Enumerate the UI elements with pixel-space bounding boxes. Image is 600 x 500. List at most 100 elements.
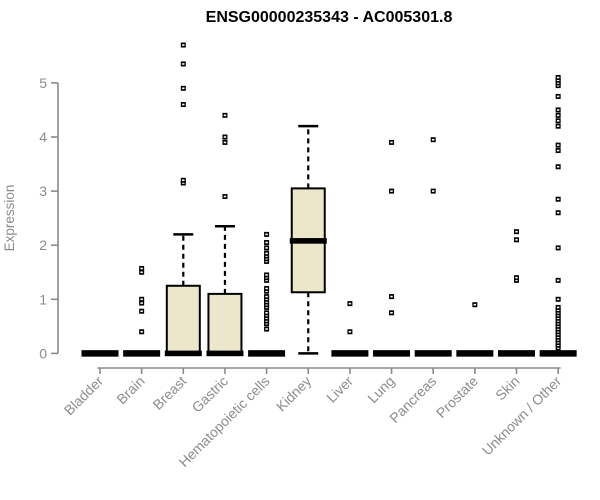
outlier-point-center: [556, 109, 560, 111]
outlier-point-center: [556, 328, 560, 330]
outlier-point-center: [556, 82, 560, 84]
outlier-point-center: [265, 303, 268, 306]
outlier-point-center: [556, 211, 560, 214]
outlier-point-center: [556, 84, 560, 87]
outlier-point-center: [556, 119, 560, 122]
outlier-point-center: [265, 257, 268, 260]
x-label-skin: Skin: [492, 373, 523, 404]
x-label-liver: Liver: [323, 373, 356, 406]
zero-bar: [498, 350, 535, 357]
outlier-point-center: [556, 325, 560, 328]
x-label-bladder: Bladder: [61, 373, 107, 419]
zero-bar: [248, 350, 286, 357]
outlier-point-center: [182, 87, 185, 90]
outlier-point-center: [265, 233, 268, 236]
x-label-breast: Breast: [149, 373, 189, 413]
box-group-lung: [373, 139, 411, 357]
zero-bar: [123, 350, 161, 357]
outlier-point-center: [140, 271, 143, 274]
outlier-point-center: [556, 76, 560, 79]
outlier-point-center: [556, 247, 560, 249]
outlier-point-center: [556, 320, 560, 322]
outlier-point-center: [556, 336, 560, 338]
outlier-point-center: [265, 317, 268, 320]
outlier-point-center: [265, 260, 268, 263]
outlier-point-center: [182, 63, 185, 65]
outlier-point-center: [265, 290, 268, 292]
y-tick-label: 5: [39, 75, 47, 91]
outlier-point-center: [348, 330, 352, 333]
y-tick-label: 4: [39, 129, 47, 145]
box-group-prostate: [456, 302, 494, 357]
outlier-point-center: [223, 114, 227, 117]
box-series: [81, 42, 577, 357]
outlier-point-center: [556, 333, 560, 336]
y-axis-title: Expression: [2, 185, 17, 252]
outlier-point-center: [265, 320, 268, 322]
outlier-point-center: [473, 303, 477, 306]
outlier-point-center: [556, 314, 560, 317]
outlier-point-center: [140, 330, 143, 333]
zero-bar: [81, 350, 119, 357]
outlier-point-center: [140, 302, 143, 304]
box-group-bladder: [81, 350, 119, 357]
outlier-point-center: [140, 310, 143, 313]
x-label-prostate: Prostate: [433, 373, 481, 421]
outlier-point-center: [140, 298, 143, 301]
box-group-hematopoietic-cells: [248, 231, 286, 357]
axes: 0 1 2 3 4 5: [39, 75, 561, 374]
outlier-point-center: [556, 341, 560, 344]
outlier-point-center: [265, 295, 268, 298]
outlier-point-center: [182, 182, 185, 184]
box-group-gastric: [206, 112, 244, 357]
outlier-point-center: [515, 230, 518, 233]
outlier-point-center: [390, 312, 393, 314]
outlier-point-center: [556, 144, 560, 146]
median-line: [164, 350, 202, 357]
y-tick-label: 1: [39, 291, 47, 307]
x-label-unknown-other: Unknown / Other: [479, 373, 565, 459]
outlier-point-center: [265, 301, 268, 303]
zero-bar: [414, 350, 452, 357]
outlier-point-center: [265, 328, 268, 330]
outlier-point-center: [348, 302, 352, 305]
outlier-point-center: [556, 95, 560, 98]
outlier-point-center: [182, 179, 185, 182]
outlier-point-center: [265, 241, 268, 244]
outlier-point-center: [265, 287, 268, 290]
outlier-point-center: [140, 267, 143, 270]
zero-bar: [539, 350, 577, 357]
outlier-point-center: [182, 44, 185, 46]
median-line: [206, 350, 244, 357]
outlier-point-center: [556, 279, 560, 282]
outlier-point-center: [556, 344, 560, 347]
outlier-point-center: [556, 322, 560, 325]
outlier-point-center: [265, 255, 268, 257]
box-group-liver: [331, 301, 369, 357]
outlier-point-center: [515, 279, 518, 282]
outlier-point-center: [265, 252, 268, 255]
outlier-point-center: [265, 314, 268, 317]
outlier-point-center: [265, 322, 268, 325]
outlier-point-center: [556, 339, 560, 341]
outlier-point-center: [556, 312, 560, 314]
outlier-point-center: [556, 306, 560, 309]
outlier-point-center: [556, 114, 560, 117]
iqr-box: [165, 284, 201, 355]
outlier-point-center: [515, 238, 518, 241]
outlier-point-center: [556, 125, 560, 127]
outlier-point-center: [556, 165, 560, 168]
outlier-point-center: [265, 276, 268, 279]
x-label-kidney: Kidney: [273, 373, 315, 415]
outlier-point-center: [223, 195, 227, 198]
outlier-point-center: [265, 279, 268, 282]
outlier-point-center: [432, 138, 435, 141]
outlier-point-center: [556, 149, 560, 152]
outlier-point-center: [265, 312, 268, 314]
outlier-point-center: [556, 317, 560, 320]
x-label-brain: Brain: [113, 373, 147, 407]
outlier-point-center: [556, 330, 560, 333]
outlier-point-center: [556, 79, 560, 81]
